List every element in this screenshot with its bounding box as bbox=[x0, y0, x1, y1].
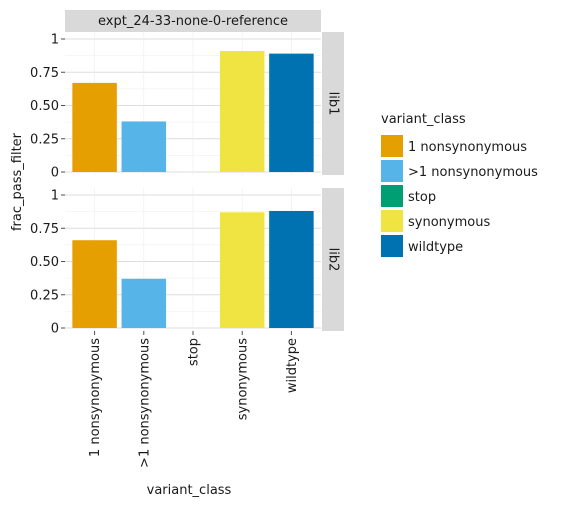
legend-swatch bbox=[381, 235, 403, 257]
facet-title-strip bbox=[65, 10, 321, 32]
y-tick-label: 1 bbox=[51, 33, 59, 48]
x-tick-label: stop bbox=[187, 338, 202, 366]
bar-synonymous bbox=[219, 212, 265, 328]
y-tick-label: 0.25 bbox=[30, 132, 59, 147]
y-tick-label: 0.25 bbox=[30, 288, 59, 303]
x-tick-label: 1 nonsynonymous bbox=[88, 338, 103, 457]
bar-1-nonsynonymous bbox=[121, 121, 167, 172]
y-tick-label: 0.75 bbox=[30, 66, 59, 81]
x-tick-labels: 1 nonsynonymous >1 nonsynonymous stop synon… bbox=[88, 331, 300, 468]
legend-swatch bbox=[381, 185, 403, 207]
legend-label: synonymous bbox=[408, 215, 490, 230]
x-axis-title: variant_class bbox=[147, 483, 232, 498]
legend-label: stop bbox=[408, 190, 436, 205]
y-tick-label: 0 bbox=[51, 166, 59, 181]
bar-1-nonsynonymous bbox=[72, 82, 117, 172]
legend-label: >1 nonsynonymous bbox=[408, 165, 538, 180]
legend-swatch bbox=[381, 210, 403, 232]
x-tick-label: >1 nonsynonymous bbox=[137, 338, 152, 468]
legend: variant_class 1 nonsynonymous >1 nonsynon… bbox=[381, 112, 538, 257]
x-tick-label: synonymous bbox=[236, 338, 251, 420]
legend-swatch bbox=[381, 160, 403, 182]
panel-lib1: 0 0.25 0.50 0.75 1 lib1 bbox=[30, 32, 344, 181]
legend-label: 1 nonsynonymous bbox=[408, 140, 527, 155]
legend-title: variant_class bbox=[381, 112, 466, 127]
legend-swatch bbox=[381, 135, 403, 157]
bar-wildtype bbox=[269, 210, 314, 328]
panel-lib2: 0 0.25 0.50 0.75 1 lib2 bbox=[30, 188, 344, 337]
bar-1-nonsynonymous bbox=[72, 240, 117, 328]
panel-label: lib2 bbox=[326, 248, 341, 272]
facet-title: expt_24-33-none-0-reference bbox=[98, 14, 288, 29]
y-tick-label: 0 bbox=[51, 322, 59, 337]
y-tick-label: 0.75 bbox=[30, 222, 59, 237]
y-tick-label: 0.50 bbox=[30, 255, 59, 270]
x-tick-label: wildtype bbox=[285, 338, 300, 393]
bar-wildtype bbox=[269, 53, 314, 172]
bar-synonymous bbox=[219, 50, 265, 172]
panel-strip bbox=[322, 188, 344, 331]
bar-1-nonsynonymous bbox=[121, 278, 167, 328]
y-axis-title: frac_pass_filter bbox=[10, 132, 25, 231]
panel-label: lib1 bbox=[326, 92, 341, 116]
y-tick-label: 0.50 bbox=[30, 99, 59, 114]
legend-label: wildtype bbox=[408, 240, 463, 255]
y-tick-label: 1 bbox=[51, 189, 59, 204]
panel-strip bbox=[322, 32, 344, 175]
